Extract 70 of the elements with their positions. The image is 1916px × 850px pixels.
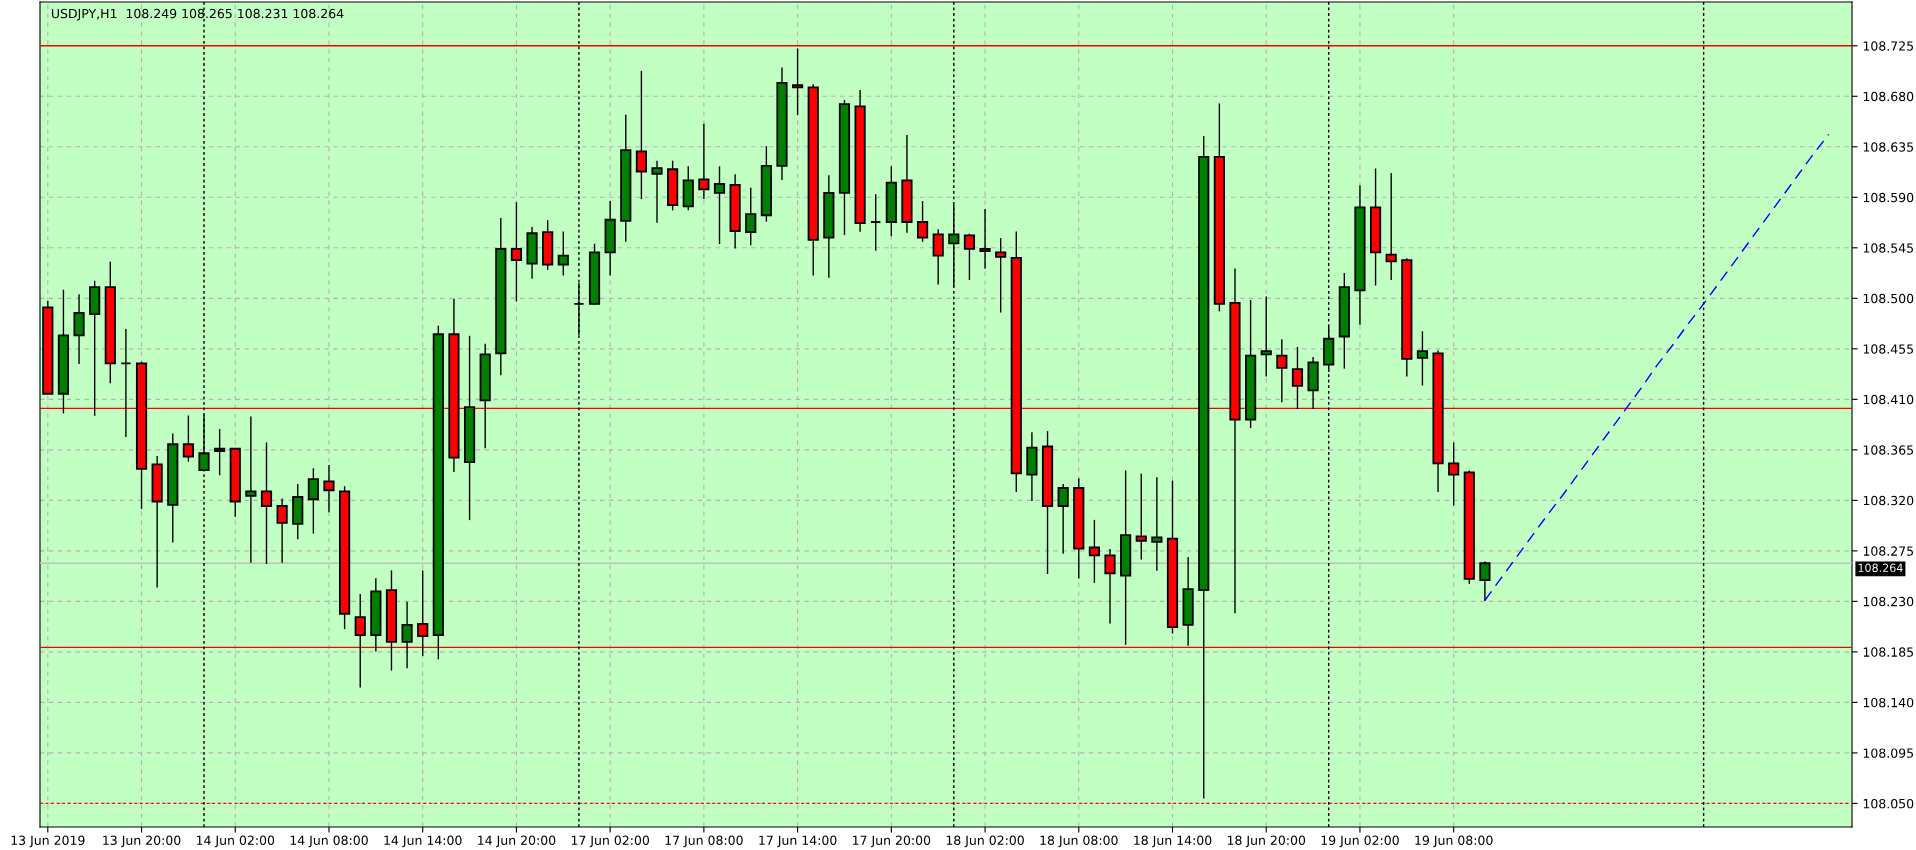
x-tick-label: 19 Jun 02:00 xyxy=(1321,835,1399,848)
candlestick xyxy=(1448,442,1460,506)
y-tick-label: 108.185 xyxy=(1863,647,1914,657)
candlestick xyxy=(557,231,569,276)
y-tick-label: 108.320 xyxy=(1863,495,1914,506)
candlestick xyxy=(182,415,194,462)
candlestick xyxy=(870,194,882,251)
candlestick xyxy=(307,468,319,534)
y-tick-label: 108.680 xyxy=(1863,91,1914,102)
x-tick-label: 18 Jun 14:00 xyxy=(1134,835,1212,848)
x-tick-label: 13 Jun 2019 xyxy=(11,835,85,848)
y-tick-label: 108.635 xyxy=(1863,142,1914,152)
candlestick xyxy=(73,294,85,365)
y-tick-label: 108.545 xyxy=(1863,243,1914,253)
y-tick-label: 108.500 xyxy=(1863,293,1914,304)
candlestick xyxy=(120,329,132,438)
y-tick-label: 108.590 xyxy=(1863,192,1914,203)
candlestick xyxy=(1057,483,1069,554)
candlestick xyxy=(651,160,663,223)
candlestick xyxy=(916,201,929,242)
y-tick-label: 108.365 xyxy=(1863,445,1914,455)
candlestick xyxy=(698,123,710,200)
candlestick xyxy=(1088,519,1100,584)
y-tick-label: 108.275 xyxy=(1863,546,1914,556)
x-tick-label: 19 Jun 08:00 xyxy=(1415,835,1493,848)
line-series xyxy=(1484,133,1830,601)
candlestick xyxy=(635,70,647,200)
candlestick xyxy=(1385,173,1397,280)
y-tick-label: 108.725 xyxy=(1863,41,1914,51)
candlestick xyxy=(745,187,757,246)
candlestick xyxy=(260,442,273,564)
candlestick xyxy=(1479,561,1491,601)
x-tick-label: 14 Jun 08:00 xyxy=(290,835,368,848)
candlestick xyxy=(510,202,523,302)
candlestick xyxy=(979,208,991,269)
candlestick xyxy=(932,229,944,285)
candlestick xyxy=(792,48,804,115)
candlestick xyxy=(1260,296,1272,377)
x-tick-label: 14 Jun 14:00 xyxy=(384,835,462,848)
candlestick xyxy=(1104,549,1116,624)
x-tick-label: 17 Jun 08:00 xyxy=(665,835,743,848)
x-tick-label: 17 Jun 14:00 xyxy=(759,835,837,848)
candlestick xyxy=(713,166,726,245)
y-tick-label: 108.455 xyxy=(1863,344,1914,354)
y-tick-label: 108.410 xyxy=(1863,394,1914,405)
x-tick-label: 14 Jun 20:00 xyxy=(478,835,556,848)
candlestick xyxy=(323,464,335,513)
candlestick xyxy=(401,601,413,669)
candlestick xyxy=(1276,339,1288,403)
x-tick-label: 18 Jun 20:00 xyxy=(1227,835,1306,848)
x-tick-label: 18 Jun 02:00 xyxy=(946,835,1024,848)
y-tick-label: 108.050 xyxy=(1863,798,1914,809)
x-tick-label: 18 Jun 08:00 xyxy=(1040,835,1118,848)
y-tick-label: 108.230 xyxy=(1863,596,1914,607)
x-tick-label: 14 Jun 02:00 xyxy=(196,835,275,848)
candlestick xyxy=(1151,477,1163,571)
text: USDJPY,H1 108.249 108.265 108.231 108.264 xyxy=(51,8,344,21)
y-tick-label: 108.140 xyxy=(1863,697,1914,708)
candlestick xyxy=(963,233,976,280)
ref-line-label: 108.264 xyxy=(1858,563,1903,572)
candlestick xyxy=(214,428,226,476)
y-tick-label: 108.095 xyxy=(1863,748,1914,758)
candlestick xyxy=(995,238,1007,313)
candlestick xyxy=(245,416,257,563)
candlestick xyxy=(1416,331,1429,386)
x-tick-label: 17 Jun 02:00 xyxy=(571,835,650,848)
candlestick xyxy=(1135,473,1147,560)
candlestick xyxy=(276,498,288,563)
x-tick-label: 17 Jun 20:00 xyxy=(853,835,931,848)
x-tick-label: 13 Jun 20:00 xyxy=(103,835,181,848)
